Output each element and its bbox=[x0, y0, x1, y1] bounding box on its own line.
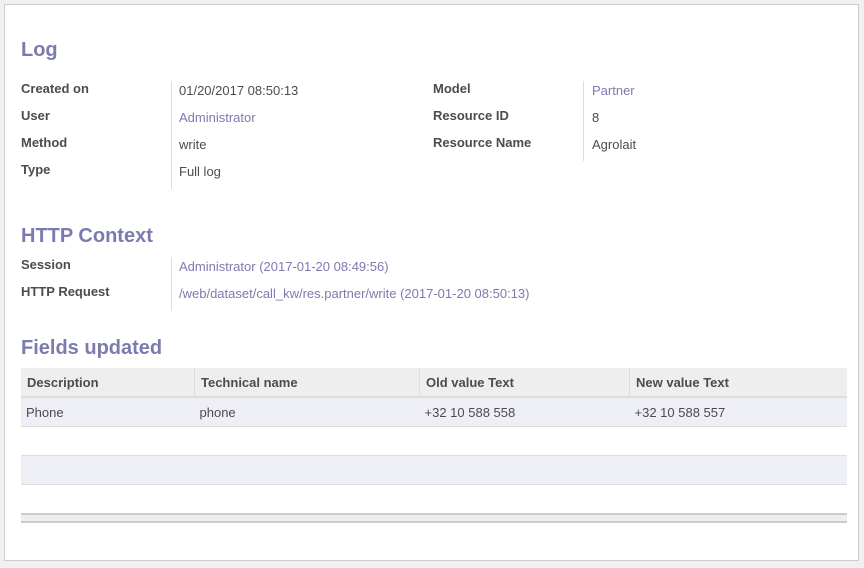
log-left-group: Created on 01/20/2017 08:50:13 User Admini… bbox=[21, 81, 421, 191]
cell-description: Phone bbox=[21, 397, 195, 427]
http-context-group: Session Administrator (2017-01-20 08:49:5… bbox=[21, 257, 841, 313]
log-title: Log bbox=[21, 39, 58, 61]
value-session-link[interactable]: Administrator (2017-01-20 08:49:56) bbox=[179, 259, 389, 274]
label-resource-name: Resource Name bbox=[433, 135, 532, 150]
cell-old-value: +32 10 588 558 bbox=[419, 397, 630, 427]
http-context-title: HTTP Context bbox=[21, 225, 153, 247]
column-description[interactable]: Description bbox=[21, 368, 195, 398]
value-resource-name: Agrolait bbox=[592, 137, 637, 152]
table-row[interactable]: Phone phone +32 10 588 558 +32 10 588 55… bbox=[21, 397, 847, 427]
label-http-request: HTTP Request bbox=[21, 284, 110, 299]
value-created-on: 01/20/2017 08:50:13 bbox=[179, 83, 299, 98]
fields-updated-table: Description Technical name Old value Tex… bbox=[21, 368, 847, 523]
label-type: Type bbox=[21, 162, 51, 177]
value-model-link[interactable]: Partner bbox=[592, 83, 635, 98]
label-session: Session bbox=[21, 257, 71, 272]
label-user: User bbox=[21, 108, 50, 123]
log-right-group: Model Partner Resource ID 8 Resource Name A… bbox=[433, 81, 843, 191]
value-resource-id: 8 bbox=[592, 110, 600, 125]
label-model: Model bbox=[433, 81, 471, 96]
column-technical-name[interactable]: Technical name bbox=[194, 368, 420, 398]
fields-updated-title: Fields updated bbox=[21, 337, 163, 359]
divider bbox=[171, 81, 172, 189]
empty-row bbox=[21, 484, 847, 515]
cell-technical-name: phone bbox=[194, 397, 420, 427]
value-user-link[interactable]: Administrator bbox=[179, 110, 256, 125]
empty-row bbox=[21, 426, 847, 456]
label-method: Method bbox=[21, 135, 68, 150]
table-footer bbox=[21, 513, 847, 523]
label-created-on: Created on bbox=[21, 81, 89, 96]
value-http-request-link[interactable]: /web/dataset/call_kw/res.partner/write (… bbox=[179, 286, 530, 301]
cell-new-value: +32 10 588 557 bbox=[629, 397, 847, 427]
column-old-value[interactable]: Old value Text bbox=[419, 368, 630, 398]
column-new-value[interactable]: New value Text bbox=[629, 368, 847, 398]
value-type: Full log bbox=[179, 164, 221, 179]
empty-row bbox=[21, 455, 847, 485]
form-sheet: Log Created on 01/20/2017 08:50:13 User Ad… bbox=[4, 4, 859, 561]
divider bbox=[583, 81, 584, 161]
label-resource-id: Resource ID bbox=[433, 108, 509, 123]
divider bbox=[171, 257, 172, 311]
value-method: write bbox=[179, 137, 207, 152]
